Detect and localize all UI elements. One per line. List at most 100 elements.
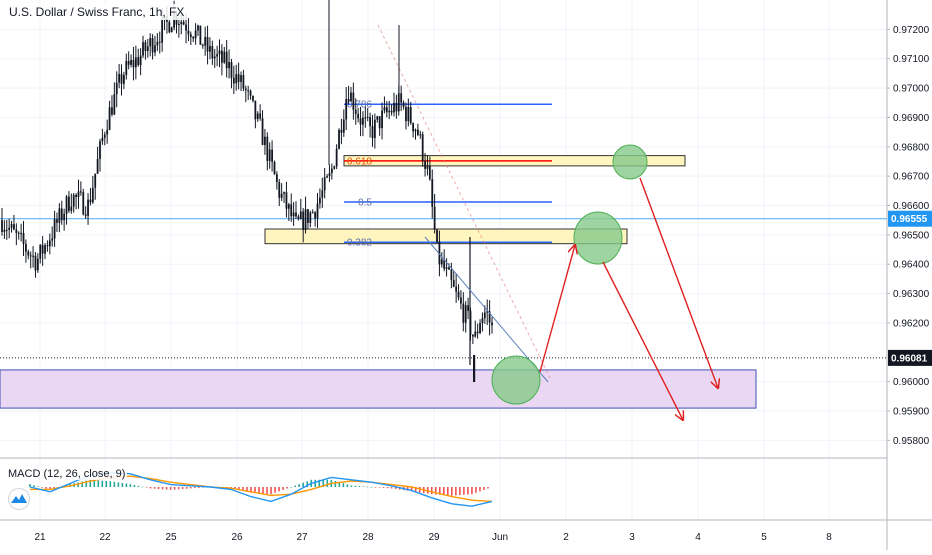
candle-body [407,107,410,122]
candle-body [149,38,152,47]
macd-histogram-bar [447,487,449,496]
macd-histogram-bar [177,487,180,490]
price-tick-label: 0.96600 [893,201,930,212]
macd-histogram-bar [374,487,377,488]
price-tick-label: 0.96400 [893,260,930,271]
macd-histogram-bar [442,487,445,496]
candle-body [187,30,190,35]
candle-body [352,92,355,110]
candle-body [27,251,30,256]
candle-body [89,199,92,203]
candle-body [402,102,405,107]
current-price-label: 0.96081 [891,353,928,364]
candle-body [323,177,326,191]
candle-body [192,37,195,39]
candle-body [79,191,82,193]
macd-histogram-bar [350,485,353,487]
candle-body [1,220,3,232]
candle-body [350,92,352,102]
macd-histogram-bar [358,486,361,487]
target-circle-382[interactable] [573,211,623,265]
macd-histogram-bar [113,481,116,487]
candle-body [130,59,132,65]
target-circle-bottom[interactable] [491,355,541,405]
candle-body [151,38,154,53]
candle-body [264,136,266,145]
macd-histogram-bar [438,487,441,495]
fibonacci-layer[interactable]: 0.786 0.618 0.5 0.382 [344,24,552,379]
candle-body [311,212,314,214]
candle-body [424,160,426,169]
candle-body [467,305,469,311]
candle-body [197,25,199,31]
candle-body [137,57,140,65]
candle-body [414,129,417,132]
arrow-down-from-382[interactable] [602,261,683,420]
candle-body [383,107,386,111]
candle-body [70,206,73,211]
candle-body [161,20,164,43]
time-tick-label: Jun [492,532,508,543]
candle-body [36,258,39,271]
macd-histogram-bar [161,487,164,490]
macd-histogram-bar [109,481,112,487]
candle-body [216,54,219,57]
candle-body [240,75,242,82]
target-circle-618[interactable] [612,144,648,180]
macd-histogram-bar [270,487,272,495]
candle-body [457,291,460,298]
candle-body [144,42,147,52]
candle-body [483,312,486,319]
macd-histogram-bar [137,485,140,487]
candle-body [225,51,228,69]
candle-body [108,107,111,130]
candle-body [180,21,183,25]
macd-histogram-bar [394,487,397,490]
macd-histogram-bar [141,486,144,488]
candle-body [242,75,245,89]
price-tick-label: 0.96200 [893,318,930,329]
candle-body [252,95,254,101]
time-tick-label: 26 [231,532,243,543]
candle-body [440,259,443,265]
macd-histogram-bar [342,483,345,487]
time-tick-label: 29 [428,532,440,543]
candle-body [333,166,336,169]
candle-body [213,56,216,59]
candle-body [464,305,467,323]
candle-body [491,322,493,326]
candle-body [87,199,89,216]
candle-body [154,45,156,53]
candle-body [99,141,101,159]
macd-histogram-bar [185,487,188,489]
candle-body [354,109,357,115]
candle-body [438,241,441,265]
macd-histogram-bar [242,487,244,492]
time-tick-label: 21 [34,532,46,543]
arrow-down-from-618[interactable] [639,177,718,388]
fib-level-label-0.5: 0.5 [358,197,372,208]
price-tick-label: 0.95800 [893,436,930,447]
arrow-up[interactable] [539,245,575,373]
candle-body [41,244,44,254]
candle-body [366,116,369,118]
candle-body [39,244,42,259]
annotations-layer[interactable] [491,144,718,420]
macd-histogram-bar [250,487,252,493]
macd-histogram-bar [483,487,485,490]
candle-body [448,267,450,270]
candle-body [417,129,419,135]
time-tick-label: 28 [362,532,374,543]
candle-body [235,74,238,84]
price-axis[interactable] [887,0,932,550]
candle-body [278,181,281,198]
candle-body [115,82,118,95]
candle-body [371,126,374,139]
tradingview-logo-icon [8,488,30,510]
macd-histogram-bar [105,480,108,487]
time-tick-label: 25 [165,532,177,543]
